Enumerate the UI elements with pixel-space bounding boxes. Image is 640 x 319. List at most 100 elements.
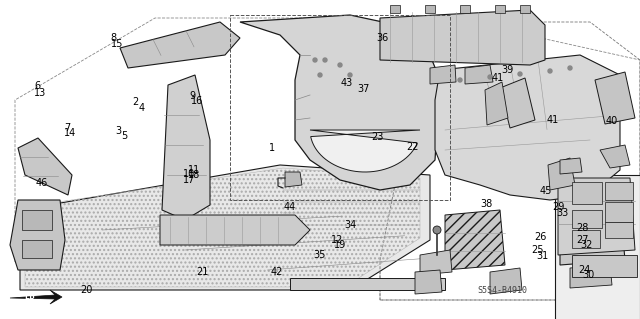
Text: 22: 22: [406, 142, 419, 152]
Circle shape: [568, 66, 572, 70]
Text: 14: 14: [64, 128, 77, 138]
Polygon shape: [572, 255, 637, 277]
Text: 6: 6: [34, 81, 40, 91]
Polygon shape: [20, 165, 430, 290]
Text: 10: 10: [182, 169, 195, 180]
Polygon shape: [560, 205, 625, 265]
Text: S5S4-B4910: S5S4-B4910: [477, 286, 527, 295]
Text: 39: 39: [501, 65, 514, 75]
Polygon shape: [520, 5, 530, 13]
Text: 41: 41: [492, 73, 504, 83]
Polygon shape: [555, 175, 640, 319]
Text: 9: 9: [189, 91, 195, 101]
Text: 34: 34: [344, 220, 357, 230]
Text: 29: 29: [552, 202, 564, 212]
Polygon shape: [435, 55, 620, 200]
Text: 31: 31: [536, 251, 548, 261]
Polygon shape: [22, 210, 52, 230]
Polygon shape: [572, 230, 600, 248]
Text: 40: 40: [605, 116, 618, 126]
Circle shape: [518, 72, 522, 76]
Polygon shape: [415, 270, 442, 294]
Text: 7: 7: [64, 122, 70, 133]
Polygon shape: [160, 215, 310, 245]
Circle shape: [323, 58, 327, 62]
Polygon shape: [600, 145, 630, 168]
Text: 35: 35: [314, 250, 326, 260]
Text: 25: 25: [531, 245, 544, 256]
Text: 2: 2: [132, 97, 139, 107]
Polygon shape: [495, 5, 505, 13]
Polygon shape: [485, 82, 508, 125]
Text: 8: 8: [111, 33, 117, 43]
Polygon shape: [380, 10, 545, 65]
Polygon shape: [595, 72, 635, 124]
Text: 28: 28: [576, 223, 589, 233]
Polygon shape: [162, 75, 210, 220]
Text: 45: 45: [539, 186, 552, 197]
Polygon shape: [572, 210, 602, 228]
Polygon shape: [425, 5, 435, 13]
Text: 24: 24: [578, 264, 591, 275]
Polygon shape: [22, 240, 52, 258]
Polygon shape: [605, 202, 633, 222]
Text: 16: 16: [191, 96, 204, 107]
Polygon shape: [390, 5, 400, 13]
Circle shape: [458, 78, 462, 82]
Text: 27: 27: [576, 235, 589, 245]
Text: 15: 15: [111, 39, 124, 49]
Text: 20: 20: [80, 285, 93, 295]
Circle shape: [348, 73, 352, 77]
Text: 4: 4: [139, 103, 145, 114]
Text: FR.: FR.: [24, 294, 40, 303]
Polygon shape: [605, 182, 633, 200]
Polygon shape: [490, 268, 522, 294]
Text: 26: 26: [534, 232, 547, 242]
Text: 3: 3: [115, 126, 122, 136]
Text: 19: 19: [334, 240, 347, 250]
Polygon shape: [10, 200, 65, 270]
Text: 12: 12: [331, 235, 344, 245]
Polygon shape: [120, 22, 240, 68]
Polygon shape: [18, 138, 72, 195]
Text: 21: 21: [196, 267, 209, 277]
Text: 37: 37: [357, 84, 370, 94]
Text: 17: 17: [182, 175, 195, 185]
Polygon shape: [420, 250, 452, 275]
Circle shape: [313, 58, 317, 62]
Text: 43: 43: [340, 78, 353, 88]
Polygon shape: [10, 290, 62, 304]
Polygon shape: [605, 222, 633, 238]
Polygon shape: [430, 65, 456, 84]
Text: 18: 18: [188, 170, 201, 181]
Circle shape: [488, 75, 492, 79]
Polygon shape: [285, 172, 302, 187]
Text: 30: 30: [582, 270, 595, 280]
Text: 46: 46: [35, 178, 48, 189]
Polygon shape: [310, 130, 420, 172]
Circle shape: [318, 73, 322, 77]
Text: 41: 41: [546, 115, 559, 125]
Text: 1: 1: [269, 143, 275, 153]
Polygon shape: [500, 78, 535, 128]
Polygon shape: [548, 158, 575, 190]
Polygon shape: [445, 210, 505, 270]
Polygon shape: [465, 65, 493, 84]
Polygon shape: [240, 15, 440, 190]
Polygon shape: [460, 5, 470, 13]
Text: 5: 5: [122, 130, 128, 141]
Circle shape: [548, 69, 552, 73]
Polygon shape: [560, 158, 582, 174]
Polygon shape: [290, 278, 445, 290]
Text: 13: 13: [34, 87, 47, 98]
Text: 44: 44: [283, 202, 296, 212]
Text: 38: 38: [480, 199, 493, 209]
Polygon shape: [558, 178, 635, 255]
Text: 11: 11: [188, 165, 201, 175]
Text: 32: 32: [580, 240, 593, 250]
Polygon shape: [572, 182, 602, 204]
Circle shape: [338, 63, 342, 67]
Polygon shape: [570, 265, 612, 288]
Text: 33: 33: [556, 208, 569, 218]
Circle shape: [433, 226, 441, 234]
